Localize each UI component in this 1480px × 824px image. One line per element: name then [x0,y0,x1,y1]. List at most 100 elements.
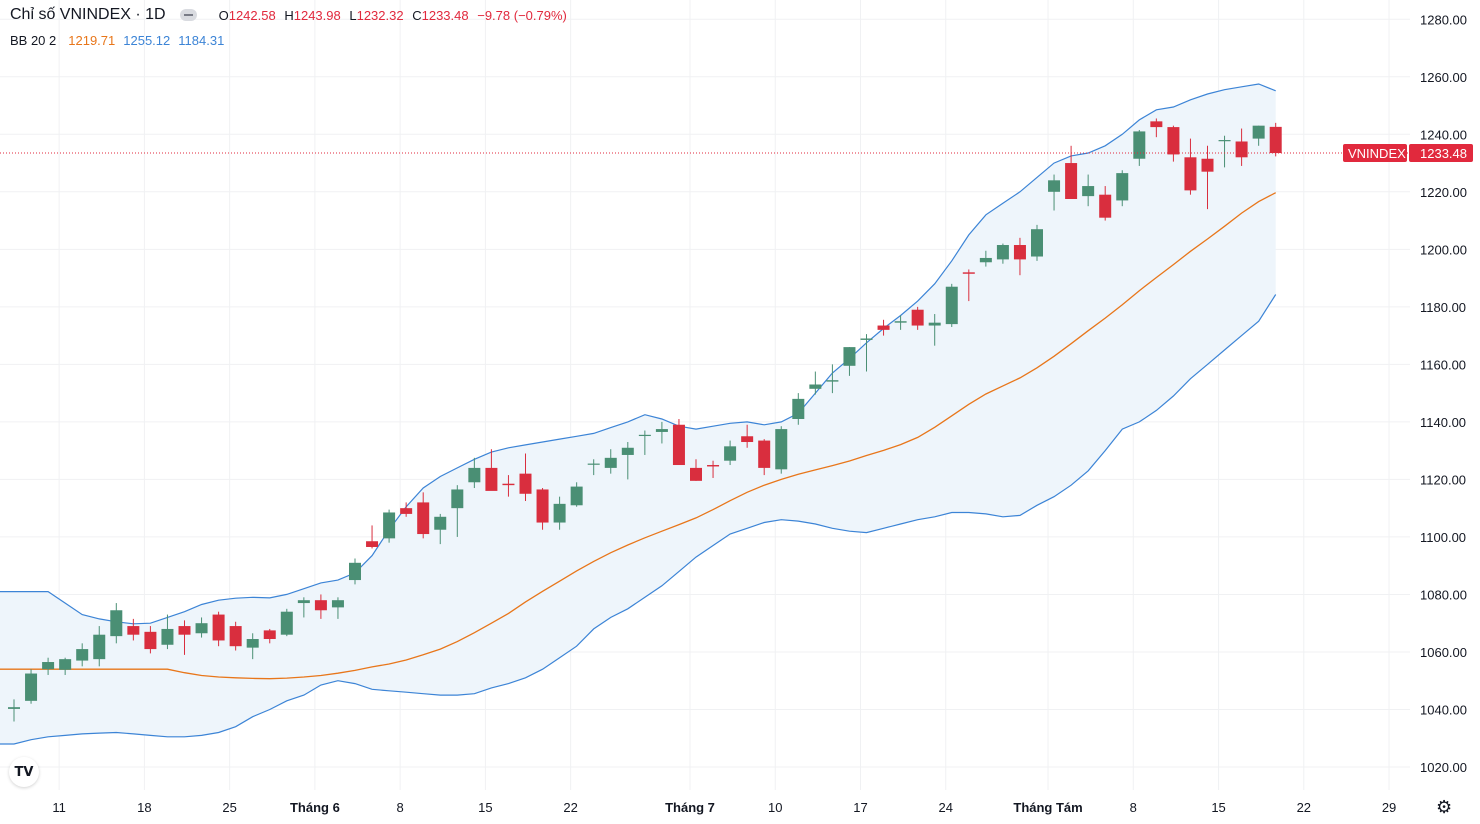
candle [1082,174,1095,207]
open-key: O [218,7,229,23]
candle-body [1013,245,1026,260]
time-tick-label: 22 [1297,800,1311,815]
price-tick-label: 1020.00 [1420,760,1467,775]
candle-body [945,286,958,325]
open-value: 1242.58 [228,7,276,23]
last-price-value-box [1409,144,1473,163]
bollinger-band-fill [0,84,1276,744]
candle-body [1133,131,1146,159]
candle [1201,145,1214,210]
candle [860,334,873,372]
price-tick-label: 1080.00 [1420,587,1467,602]
low-key: L [349,7,357,23]
candle-body [400,508,413,514]
candle [724,440,737,466]
candle [178,620,191,655]
candle-body [263,630,276,640]
price-tick-label: 1140.00 [1420,415,1466,430]
candle-body [792,398,805,420]
symbol-title[interactable]: Chỉ số VNINDEX · 1D [10,6,166,23]
tradingview-logo[interactable]: TV [9,757,39,787]
candle [451,485,464,537]
candle-body [996,245,1009,260]
minus-icon [183,14,193,16]
time-tick-label: 29 [1382,800,1396,815]
candle-body [775,429,788,470]
last-price-value: 1233.48 [1420,146,1467,161]
candle-body [979,257,992,263]
time-tick-label: Tháng 6 [290,800,340,815]
candle [383,509,396,543]
candle [468,457,481,489]
time-tick-label: 22 [563,800,577,815]
candle-body [434,516,447,530]
candle-body [502,483,515,486]
price-tick-label: 1180.00 [1420,300,1466,315]
candle-body [1150,121,1163,128]
candle [1048,174,1061,211]
candle-body [314,600,327,611]
candle [1150,118,1163,138]
candle-body [417,502,430,535]
candle-body [110,610,123,637]
bollinger-basis-line [0,192,1277,680]
time-tick-label: 17 [853,800,867,815]
indicator-lower-value: 1184.31 [178,33,225,48]
close-key: C [412,7,422,23]
candle-body [127,626,140,635]
candle-body [93,634,106,660]
candle [212,611,225,647]
candle-body [1167,127,1180,155]
candle [979,250,992,267]
candle-body [451,489,464,509]
candle [229,621,242,651]
candle [417,492,430,539]
candle [911,306,924,330]
candle [894,315,907,330]
candle-body [843,347,856,366]
candle-body [1269,126,1282,154]
time-tick-label: 15 [478,800,492,815]
candle-body [76,649,89,661]
legend-indicator-row[interactable]: BB 20 2 1219.71 1255.12 1184.31 [10,33,224,48]
indicator-name[interactable]: BB 20 2 [10,33,57,48]
price-axis[interactable]: 1280.00 1260.00 1240.00 1220.00 1200.00 1180.… [1420,12,1467,775]
gear-icon[interactable]: ⚙ [1436,797,1453,817]
candle-body [42,662,55,670]
candle-body [911,309,924,326]
candle-body [468,467,481,483]
price-tick-label: 1260.00 [1420,70,1467,85]
candle-body [570,486,583,506]
candle [1013,237,1026,276]
candle [195,617,208,638]
candle [297,597,310,618]
time-tick-label: 15 [1211,800,1225,815]
high-value: 1243.98 [293,7,341,23]
candle [690,459,702,481]
candle-body [724,446,737,461]
candle-body [860,338,873,340]
candle-body [280,611,293,635]
candle [1184,138,1197,195]
price-tick-label: 1060.00 [1420,645,1467,660]
candle [638,430,651,455]
time-axis[interactable]: 11 18 25 Tháng 6 8 15 22 Tháng 7 10 17 24 Tháng Tám… [52,800,1396,815]
candle-body [1099,194,1112,218]
indicator-upper-value: 1255.12 [123,33,171,48]
time-tick-label: 25 [222,800,236,815]
price-tick-label: 1100.00 [1420,530,1466,545]
last-price-symbol-box [1343,144,1407,163]
ohlc-values: O1242.58 H1243.98 L1232.32 C1233.48 −9.7… [219,8,572,23]
candle-body [587,463,600,465]
hide-series-toggle[interactable] [179,9,197,21]
candle [144,626,157,654]
candle-body [690,467,702,481]
candle-body [604,457,617,468]
candle-body [1235,141,1248,158]
candle [792,393,805,425]
candle [945,283,958,327]
candle [93,626,106,667]
candle-body [809,384,822,389]
candle-body [1048,180,1061,192]
